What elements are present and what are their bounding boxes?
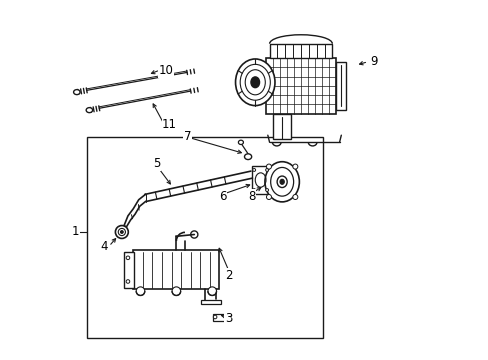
Ellipse shape — [115, 226, 128, 238]
Ellipse shape — [207, 287, 216, 296]
Ellipse shape — [250, 77, 259, 87]
Ellipse shape — [244, 154, 251, 159]
Ellipse shape — [213, 315, 217, 319]
Text: 5: 5 — [153, 157, 160, 170]
Ellipse shape — [264, 162, 299, 202]
Ellipse shape — [292, 164, 297, 169]
Ellipse shape — [266, 164, 271, 169]
Bar — [124, 252, 134, 288]
Bar — [201, 300, 221, 304]
Ellipse shape — [266, 194, 271, 199]
Text: 3: 3 — [224, 311, 232, 325]
Text: 7: 7 — [183, 130, 191, 144]
Text: 9: 9 — [369, 55, 377, 68]
Ellipse shape — [265, 168, 268, 171]
Text: 2: 2 — [224, 269, 232, 282]
Ellipse shape — [86, 108, 92, 113]
Bar — [273, 114, 290, 139]
Ellipse shape — [292, 194, 297, 199]
Ellipse shape — [136, 287, 144, 296]
Bar — [133, 250, 219, 289]
Bar — [212, 314, 230, 320]
Text: 10: 10 — [158, 64, 173, 77]
Bar — [86, 137, 323, 338]
Text: 8: 8 — [247, 190, 255, 203]
Text: 6: 6 — [219, 190, 226, 203]
Ellipse shape — [74, 90, 80, 95]
Ellipse shape — [265, 189, 268, 192]
Ellipse shape — [252, 189, 255, 192]
Ellipse shape — [252, 168, 255, 171]
Text: 1: 1 — [72, 225, 79, 238]
Bar — [265, 58, 335, 114]
Ellipse shape — [280, 179, 284, 184]
Ellipse shape — [120, 230, 123, 233]
Ellipse shape — [224, 315, 228, 319]
Bar — [269, 44, 332, 58]
Ellipse shape — [277, 176, 286, 188]
Ellipse shape — [238, 140, 243, 144]
Ellipse shape — [235, 59, 274, 105]
Text: 4: 4 — [100, 240, 107, 253]
Text: 11: 11 — [162, 118, 177, 131]
Ellipse shape — [172, 287, 180, 296]
Bar — [335, 62, 346, 110]
Bar — [251, 166, 269, 194]
